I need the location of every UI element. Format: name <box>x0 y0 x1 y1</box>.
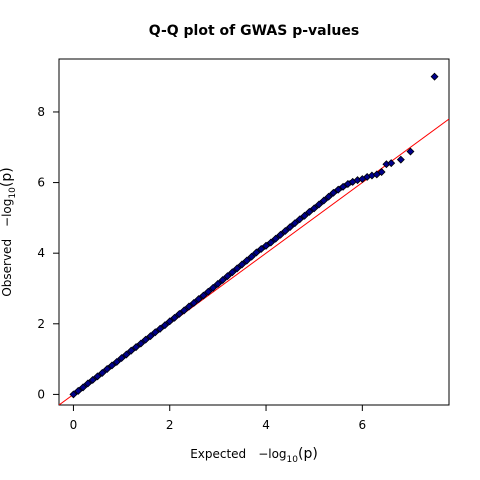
data-point <box>228 268 237 277</box>
x-axis-label: Expected −log10(p) <box>190 446 318 465</box>
y-axis: 0 2 4 6 8 <box>37 105 59 401</box>
data-point <box>209 283 218 292</box>
data-point <box>315 200 323 209</box>
data-point <box>151 328 160 337</box>
y-axis-label: Observed−log10(p) <box>0 167 18 296</box>
data-point <box>233 264 242 273</box>
data-point <box>286 223 295 232</box>
data-point <box>223 272 232 281</box>
data-point <box>107 361 116 370</box>
data-point <box>242 256 251 265</box>
data-point <box>189 298 198 307</box>
data-point <box>132 343 141 352</box>
data-point <box>160 321 169 330</box>
x-tick-label: 2 <box>166 418 174 432</box>
data-point <box>276 230 285 239</box>
data-point <box>406 147 415 156</box>
data-point <box>300 211 309 220</box>
data-point <box>141 335 150 344</box>
x-tick-label: 4 <box>262 418 270 432</box>
data-point <box>156 324 165 333</box>
data-point <box>194 295 203 304</box>
data-point <box>88 375 97 384</box>
y-tick-label: 8 <box>37 105 45 119</box>
data-point <box>175 309 184 318</box>
data-point <box>117 354 126 363</box>
data-point <box>103 365 112 373</box>
chart-title: Q-Q plot of GWAS p-values <box>149 23 359 39</box>
data-point <box>257 244 266 253</box>
data-point <box>204 287 213 296</box>
data-point <box>79 383 88 392</box>
data-point <box>122 350 131 359</box>
data-point <box>290 219 299 228</box>
x-tick-label: 6 <box>359 418 367 432</box>
data-point <box>324 192 333 201</box>
y-tick-label: 6 <box>37 176 45 190</box>
data-point <box>185 302 193 311</box>
data-points <box>69 72 439 399</box>
data-point <box>112 357 121 366</box>
data-point <box>127 346 136 355</box>
data-point <box>146 332 155 341</box>
data-point <box>430 72 439 81</box>
data-point <box>310 204 319 213</box>
data-point <box>83 379 92 388</box>
data-point <box>237 260 246 269</box>
y-tick-label: 4 <box>37 246 45 260</box>
data-point <box>305 207 314 216</box>
data-point <box>262 241 271 250</box>
data-point <box>329 188 338 197</box>
data-point <box>387 159 396 168</box>
data-point <box>136 339 145 348</box>
data-point <box>319 196 328 205</box>
data-point <box>180 306 189 315</box>
data-point <box>334 185 343 194</box>
data-point <box>69 390 78 399</box>
data-point <box>170 313 179 322</box>
data-point <box>281 226 290 235</box>
x-tick-label: 0 <box>70 418 78 432</box>
y-tick-label: 2 <box>37 317 45 331</box>
data-point <box>271 234 280 243</box>
data-point <box>339 182 348 191</box>
data-point <box>165 317 174 326</box>
data-point <box>218 276 227 284</box>
data-point <box>252 248 261 257</box>
data-point <box>377 168 386 176</box>
plot-frame <box>58 58 450 406</box>
y-tick-label: 0 <box>37 387 45 401</box>
data-point <box>295 215 304 224</box>
data-point <box>98 368 107 377</box>
data-point <box>213 279 222 288</box>
data-point <box>199 291 208 300</box>
data-point <box>266 238 275 247</box>
data-point <box>396 155 405 164</box>
x-axis: 0 2 4 6 <box>70 405 367 432</box>
data-point <box>74 386 83 395</box>
data-point <box>247 252 256 261</box>
data-point <box>93 372 102 381</box>
